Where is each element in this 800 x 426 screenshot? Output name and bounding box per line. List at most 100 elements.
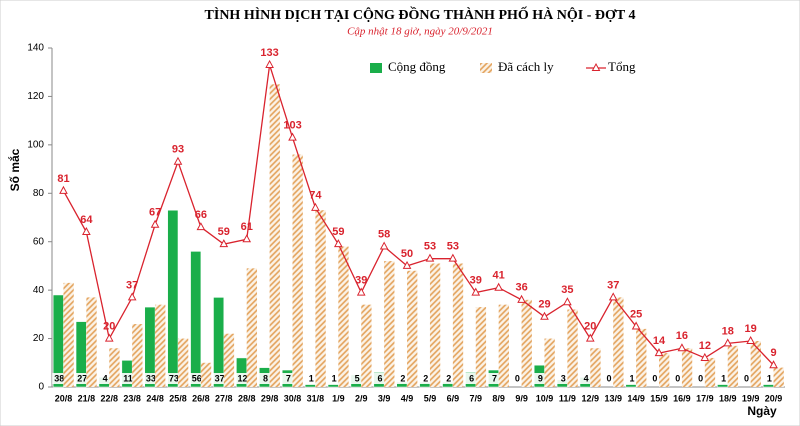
- data-label: 1: [629, 373, 634, 383]
- data-label: 27: [77, 373, 87, 383]
- data-label: 20: [103, 320, 115, 332]
- label-bg: [120, 373, 136, 384]
- x-tick-label: 7/9: [470, 393, 483, 403]
- point: [379, 241, 389, 250]
- label-bg: [418, 373, 433, 384]
- data-label: 16: [676, 330, 688, 342]
- x-tick-label: 9/9: [515, 393, 528, 403]
- data-label: 38: [54, 373, 64, 383]
- data-label: 20: [584, 320, 596, 332]
- bar: [762, 384, 774, 388]
- legend-label: Tổng: [608, 59, 636, 74]
- bar: [361, 304, 372, 387]
- bar: [727, 345, 739, 387]
- bar: [521, 299, 532, 387]
- x-tick-label: 20/9: [765, 393, 783, 403]
- y-axis-label: Số mắc: [7, 148, 22, 191]
- point: [333, 239, 343, 248]
- point: [471, 287, 481, 296]
- label-bg: [281, 373, 296, 384]
- label-bg: [601, 373, 617, 384]
- data-label: 35: [561, 284, 573, 296]
- data-label: 4: [584, 373, 589, 383]
- data-label: 41: [493, 270, 505, 282]
- point: [219, 239, 229, 248]
- bar: [63, 282, 74, 387]
- chart-subtitle: Cập nhật 18 giờ, ngày 20/9/2021: [347, 26, 493, 38]
- bar: [304, 384, 316, 388]
- x-tick-label: 5/9: [424, 393, 437, 403]
- point: [494, 282, 504, 291]
- y-tick-label: 80: [33, 188, 45, 199]
- x-tick-label: 2/9: [355, 393, 368, 403]
- bar: [223, 333, 235, 387]
- data-label: 103: [283, 119, 301, 131]
- data-label: 25: [630, 308, 642, 320]
- point: [82, 226, 91, 236]
- bar: [315, 210, 326, 387]
- data-label: 64: [80, 214, 93, 226]
- label-bg: [739, 373, 754, 384]
- bar: [613, 297, 624, 387]
- data-label: 6: [469, 373, 474, 383]
- bar: [475, 307, 487, 387]
- bar: [292, 154, 303, 387]
- point: [563, 297, 572, 306]
- data-label: 19: [745, 323, 757, 335]
- label-bg: [578, 373, 594, 384]
- label-bg: [556, 373, 571, 384]
- data-label: 6: [377, 373, 382, 383]
- point: [288, 132, 297, 141]
- line: [62, 64, 775, 366]
- point: [608, 292, 618, 301]
- data-label: 93: [172, 144, 184, 156]
- legend-swatch: [480, 63, 492, 73]
- data-label: 53: [424, 241, 436, 253]
- bar: [590, 348, 601, 387]
- label-bg: [647, 373, 663, 384]
- data-label: 74: [309, 190, 322, 202]
- label-bg: [624, 373, 640, 384]
- label-bg: [304, 373, 319, 384]
- data-label: 1: [767, 373, 772, 383]
- x-tick-label: 27/8: [215, 393, 233, 403]
- data-label: 73: [169, 373, 179, 383]
- chart-title: TÌNH HÌNH DỊCH TẠI CỘNG ĐỒNG THÀNH PHỐ H…: [205, 5, 636, 23]
- point: [540, 311, 549, 320]
- bar: [681, 348, 693, 387]
- label-bg: [327, 373, 342, 384]
- x-tick-label: 26/8: [192, 393, 210, 403]
- data-label: 1: [309, 373, 314, 383]
- bar: [452, 263, 464, 387]
- point: [356, 287, 366, 296]
- data-label: 53: [447, 241, 459, 253]
- point: [677, 343, 687, 352]
- bar: [338, 246, 349, 387]
- bar: [269, 84, 280, 388]
- x-axis-label: Ngày: [747, 404, 777, 418]
- label-bg: [143, 373, 159, 384]
- y-tick-label: 140: [27, 43, 44, 54]
- y-tick-label: 60: [33, 236, 45, 247]
- x-tick-label: 4/9: [401, 393, 414, 403]
- x-tick-label: 21/8: [78, 393, 96, 403]
- label-bg: [670, 373, 685, 384]
- data-label: 67: [149, 207, 161, 219]
- data-label: 14: [653, 335, 666, 347]
- x-tick-label: 1/9: [332, 393, 345, 403]
- bar: [132, 324, 143, 387]
- data-label: 0: [698, 373, 703, 383]
- label-bg: [258, 373, 273, 384]
- x-tick-label: 11/9: [559, 393, 576, 403]
- point: [311, 202, 320, 211]
- point: [448, 253, 458, 262]
- y-tick-label: 0: [38, 382, 44, 393]
- x-tick-label: 6/9: [447, 393, 460, 403]
- point: [425, 253, 435, 262]
- data-label: 12: [699, 340, 711, 352]
- data-label: 37: [126, 279, 138, 291]
- point: [631, 321, 641, 330]
- label-bg: [97, 373, 113, 384]
- data-label: 37: [215, 373, 225, 383]
- bar: [544, 338, 555, 387]
